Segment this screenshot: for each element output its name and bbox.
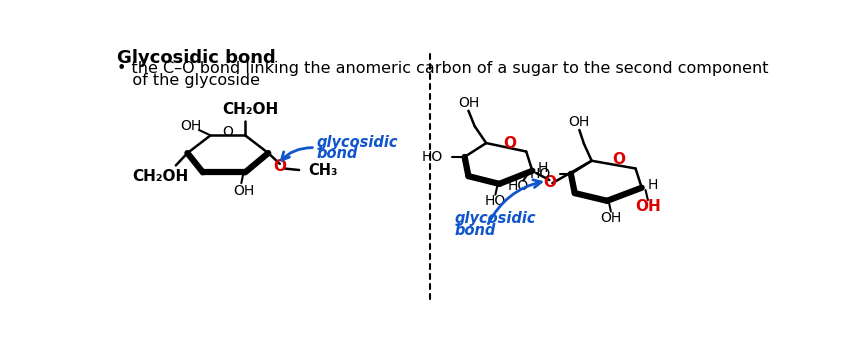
Text: HO: HO	[507, 179, 529, 193]
Text: H: H	[647, 178, 657, 192]
Text: OH: OH	[600, 211, 622, 225]
Text: OH: OH	[569, 115, 590, 129]
Text: O: O	[503, 136, 516, 151]
Text: H: H	[538, 161, 548, 175]
Text: glycosidic: glycosidic	[455, 211, 536, 226]
Text: bond: bond	[317, 146, 359, 161]
Text: of the glycoside: of the glycoside	[117, 73, 260, 88]
Text: CH₂OH: CH₂OH	[223, 102, 279, 117]
Text: OH: OH	[181, 119, 202, 133]
Text: O: O	[274, 159, 287, 174]
Text: OH: OH	[233, 184, 255, 198]
Text: HO: HO	[485, 194, 506, 208]
Text: CH₃: CH₃	[308, 163, 338, 178]
Text: OH: OH	[458, 96, 479, 110]
Text: O: O	[543, 175, 556, 190]
Text: OH: OH	[635, 199, 661, 214]
Text: • the C–O bond linking the anomeric carbon of a sugar to the second component: • the C–O bond linking the anomeric carb…	[117, 62, 768, 77]
Text: O: O	[222, 125, 233, 139]
Text: O: O	[612, 152, 625, 167]
Text: glycosidic: glycosidic	[317, 135, 398, 150]
Text: HO: HO	[530, 167, 551, 181]
Text: HO: HO	[422, 150, 443, 164]
Text: CH₂OH: CH₂OH	[132, 169, 189, 184]
Text: Glycosidic bond: Glycosidic bond	[117, 49, 275, 67]
Text: bond: bond	[455, 223, 496, 238]
